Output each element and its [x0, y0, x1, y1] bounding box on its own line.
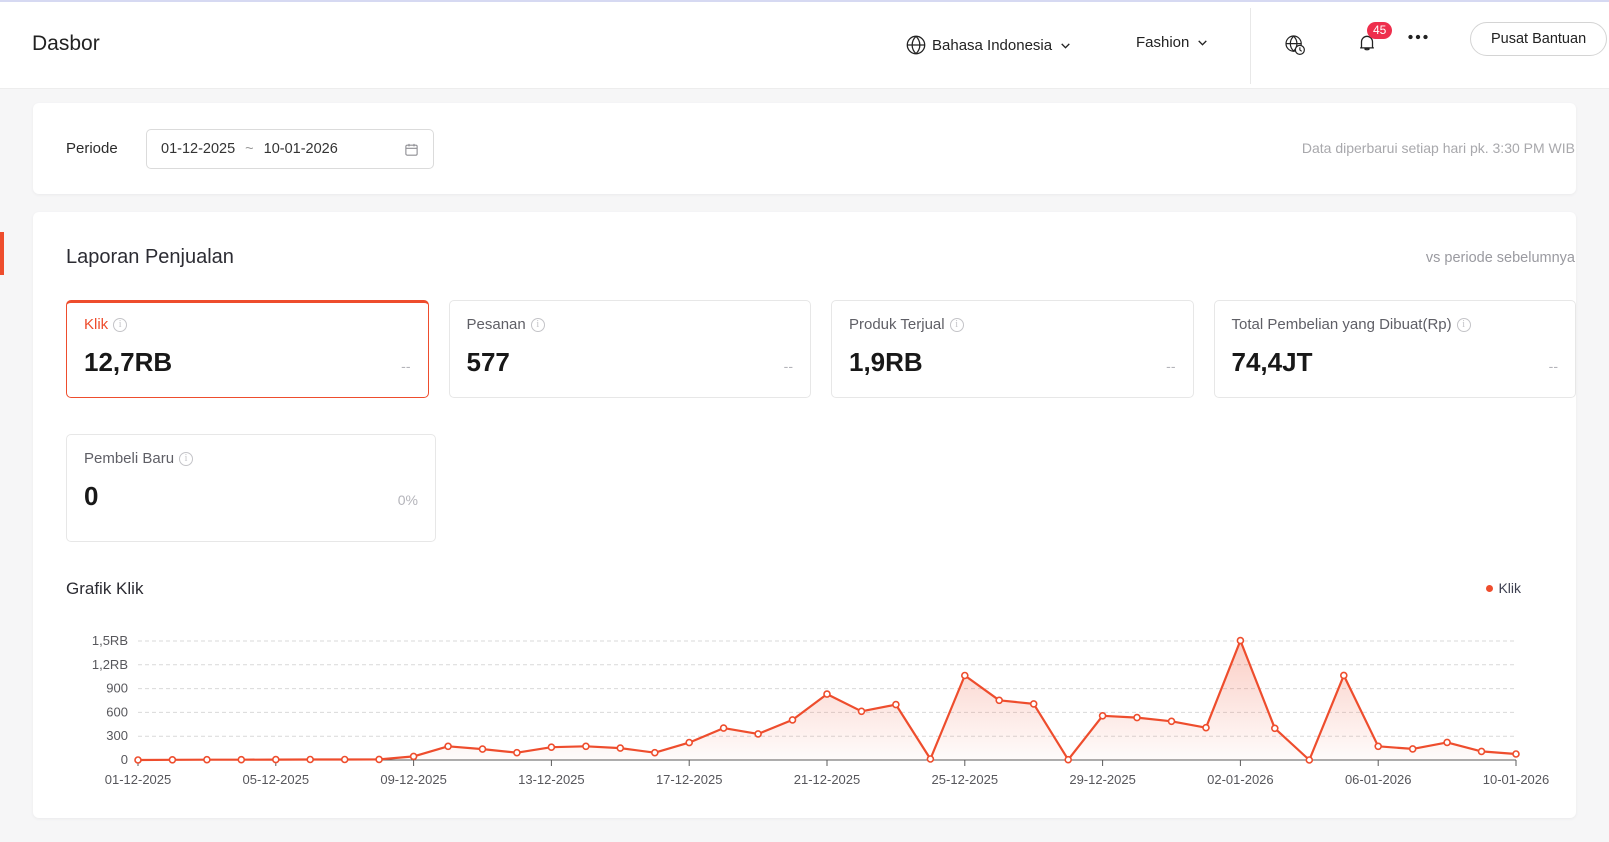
svg-text:300: 300 — [106, 728, 128, 743]
svg-text:05-12-2025: 05-12-2025 — [243, 772, 310, 787]
svg-text:06-01-2026: 06-01-2026 — [1345, 772, 1412, 787]
svg-text:10-01-2026: 10-01-2026 — [1483, 772, 1550, 787]
svg-text:02-01-2026: 02-01-2026 — [1207, 772, 1274, 787]
svg-text:01-12-2025: 01-12-2025 — [105, 772, 172, 787]
svg-text:13-12-2025: 13-12-2025 — [518, 772, 585, 787]
svg-text:17-12-2025: 17-12-2025 — [656, 772, 723, 787]
svg-text:25-12-2025: 25-12-2025 — [932, 772, 999, 787]
svg-text:900: 900 — [106, 681, 128, 696]
svg-text:09-12-2025: 09-12-2025 — [380, 772, 447, 787]
svg-text:1,2RB: 1,2RB — [92, 657, 128, 672]
svg-text:600: 600 — [106, 704, 128, 719]
svg-text:29-12-2025: 29-12-2025 — [1069, 772, 1136, 787]
svg-text:0: 0 — [121, 752, 128, 767]
svg-text:21-12-2025: 21-12-2025 — [794, 772, 861, 787]
svg-text:1,5RB: 1,5RB — [92, 633, 128, 648]
